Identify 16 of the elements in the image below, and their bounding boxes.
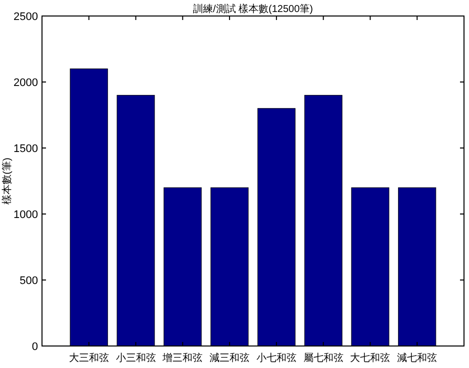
y-tick-label: 1000 bbox=[14, 209, 38, 221]
y-tick-label: 0 bbox=[32, 341, 38, 353]
x-tick-label: 小三和弦 bbox=[116, 352, 156, 364]
y-axis-title: 樣本數(筆) bbox=[1, 158, 13, 204]
x-tick-label: 減七和弦 bbox=[397, 352, 438, 364]
x-tick-label: 減三和弦 bbox=[210, 352, 250, 364]
x-tick-label: 大七和弦 bbox=[350, 352, 390, 364]
y-tick-label: 1500 bbox=[14, 143, 38, 155]
x-tick-label: 屬七和弦 bbox=[303, 352, 344, 364]
x-tick-label: 小七和弦 bbox=[256, 352, 296, 364]
x-tick-label: 增三和弦 bbox=[162, 352, 203, 364]
y-tick-label: 2000 bbox=[14, 77, 38, 89]
y-tick-label: 2500 bbox=[14, 11, 38, 23]
chart-title: 訓練/測試 樣本數(12500筆) bbox=[192, 3, 314, 15]
y-tick-label: 500 bbox=[20, 275, 38, 287]
x-tick-label: 大三和弦 bbox=[68, 352, 109, 364]
